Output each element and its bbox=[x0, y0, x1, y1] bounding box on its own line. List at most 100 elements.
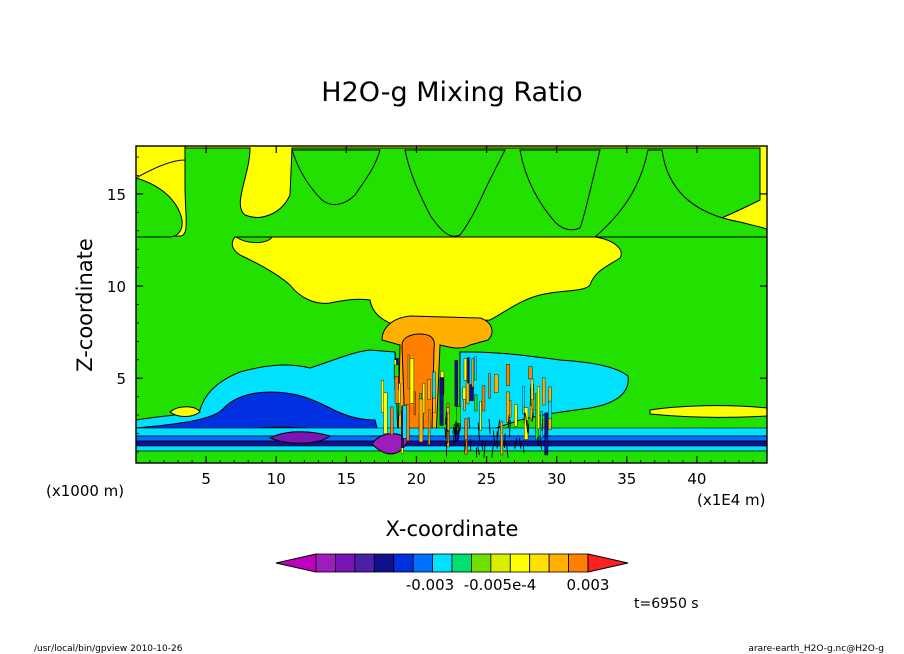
contour-stripe bbox=[418, 398, 424, 443]
contour-line bbox=[458, 423, 461, 435]
x-tick-label: 20 bbox=[407, 470, 426, 488]
contour-line bbox=[541, 419, 544, 432]
contour-stripe bbox=[528, 366, 533, 380]
contour-stripe bbox=[413, 391, 416, 416]
contour-line bbox=[504, 433, 506, 448]
contour-line bbox=[524, 413, 528, 430]
contour-stripe bbox=[422, 382, 426, 414]
contour-line bbox=[455, 422, 459, 434]
region-yellow-strip-right bbox=[649, 405, 768, 418]
colorbar-swatch bbox=[529, 553, 550, 573]
region-upper-yellow-band bbox=[135, 145, 186, 179]
region-upper-green-mid2 bbox=[404, 149, 506, 237]
y-tick-label: 10 bbox=[107, 278, 126, 296]
contour-stripe bbox=[467, 357, 470, 384]
chart-title: H2O-g Mixing Ratio bbox=[321, 77, 582, 108]
contour-stripe bbox=[474, 394, 478, 412]
colorbar-swatch bbox=[509, 553, 531, 573]
y-axis-label: Z-coordinate bbox=[73, 238, 97, 372]
x-tick-label: 40 bbox=[687, 470, 706, 488]
colorbar-swatch bbox=[393, 553, 414, 573]
colorbar-swatch bbox=[335, 553, 356, 573]
colorbar-swatch bbox=[490, 553, 511, 573]
band-navy-surface bbox=[135, 440, 768, 447]
region-upper-green-left bbox=[135, 177, 183, 238]
contour-stripe bbox=[469, 384, 474, 401]
contour-stripe bbox=[427, 378, 431, 400]
contour-line bbox=[445, 417, 448, 436]
colorbar-label-mid: -0.005e-4 bbox=[464, 576, 537, 594]
contour-line bbox=[492, 430, 496, 446]
contour-stripe bbox=[481, 385, 486, 412]
contour-line bbox=[531, 413, 534, 422]
contour-stripe bbox=[506, 391, 510, 423]
region-upper-green-right bbox=[593, 149, 768, 238]
footer-right: arare-earth_H2O-g.nc@H2O-g bbox=[748, 644, 884, 654]
band-cyan-surface bbox=[135, 427, 768, 437]
contour-line bbox=[508, 419, 511, 438]
contour-line bbox=[483, 441, 486, 458]
contour-stripe bbox=[548, 400, 552, 419]
contour-stripe bbox=[536, 386, 540, 429]
band-blue-surface bbox=[135, 435, 768, 442]
x-unit-left: (x1000 m) bbox=[46, 482, 124, 500]
contour-stripe bbox=[439, 379, 444, 426]
contour-line bbox=[514, 438, 518, 449]
colorbar-swatch bbox=[315, 553, 336, 573]
contour-line bbox=[452, 429, 456, 444]
contour-stripe bbox=[402, 405, 407, 439]
colorbar-label-min: -0.003 bbox=[406, 576, 454, 594]
x-unit-right: (x1E4 m) bbox=[697, 491, 766, 509]
contour-line bbox=[444, 410, 447, 425]
contour-line bbox=[539, 437, 543, 450]
contour-stripe bbox=[471, 358, 474, 388]
contour-stripe bbox=[530, 378, 534, 400]
contour-stripe bbox=[544, 412, 549, 456]
band-green-bottom bbox=[135, 450, 768, 464]
x-tick-label: 25 bbox=[477, 470, 496, 488]
x-axis: 5 10 15 20 25 30 35 40 bbox=[149, 146, 754, 488]
contour-line bbox=[537, 436, 539, 445]
region-upper-green-mid3 bbox=[519, 149, 601, 231]
contour-line bbox=[522, 444, 525, 453]
region-anvil-green-hole bbox=[234, 236, 273, 244]
x-tick-label: 10 bbox=[267, 470, 286, 488]
colorbar-swatch bbox=[412, 553, 433, 573]
contour-stripe bbox=[432, 371, 436, 403]
contour-line bbox=[444, 427, 447, 440]
y-tick-label: 5 bbox=[116, 370, 126, 388]
contour-stripe bbox=[454, 360, 458, 407]
contour-line bbox=[518, 437, 522, 449]
x-tick-label: 35 bbox=[617, 470, 636, 488]
contour-stripe bbox=[407, 354, 410, 390]
contour-stripe bbox=[524, 407, 529, 440]
colorbar-swatch bbox=[568, 553, 589, 573]
contour-stripe bbox=[514, 404, 518, 427]
contour-line bbox=[477, 422, 480, 441]
contour-stripe bbox=[409, 358, 415, 404]
contour-line bbox=[468, 416, 471, 429]
contour-stripe bbox=[506, 364, 510, 386]
colorbar-arrow-min bbox=[275, 553, 317, 573]
contour-stripe bbox=[447, 412, 450, 432]
region-upper-green-mid1 bbox=[291, 149, 381, 206]
region-purple-minimum bbox=[268, 431, 332, 444]
contour-stripe bbox=[390, 406, 394, 436]
contour-stripe bbox=[432, 397, 436, 413]
colorbar-arrow-max bbox=[587, 553, 629, 573]
contour-line bbox=[469, 438, 472, 451]
plot-area bbox=[135, 145, 768, 464]
colorbar bbox=[275, 553, 629, 573]
colorbar-swatch bbox=[373, 553, 395, 573]
contour-line bbox=[454, 426, 457, 443]
y-tick-label: 15 bbox=[107, 186, 126, 204]
colorbar-swatch bbox=[451, 553, 472, 573]
contour-stripe bbox=[500, 421, 504, 456]
contour-line bbox=[488, 418, 491, 434]
contour-line bbox=[477, 446, 480, 456]
x-tick-label: 15 bbox=[337, 470, 356, 488]
turbulent-contours bbox=[380, 354, 552, 458]
contour-stripe bbox=[463, 358, 467, 381]
colorbar-swatch bbox=[471, 553, 492, 573]
